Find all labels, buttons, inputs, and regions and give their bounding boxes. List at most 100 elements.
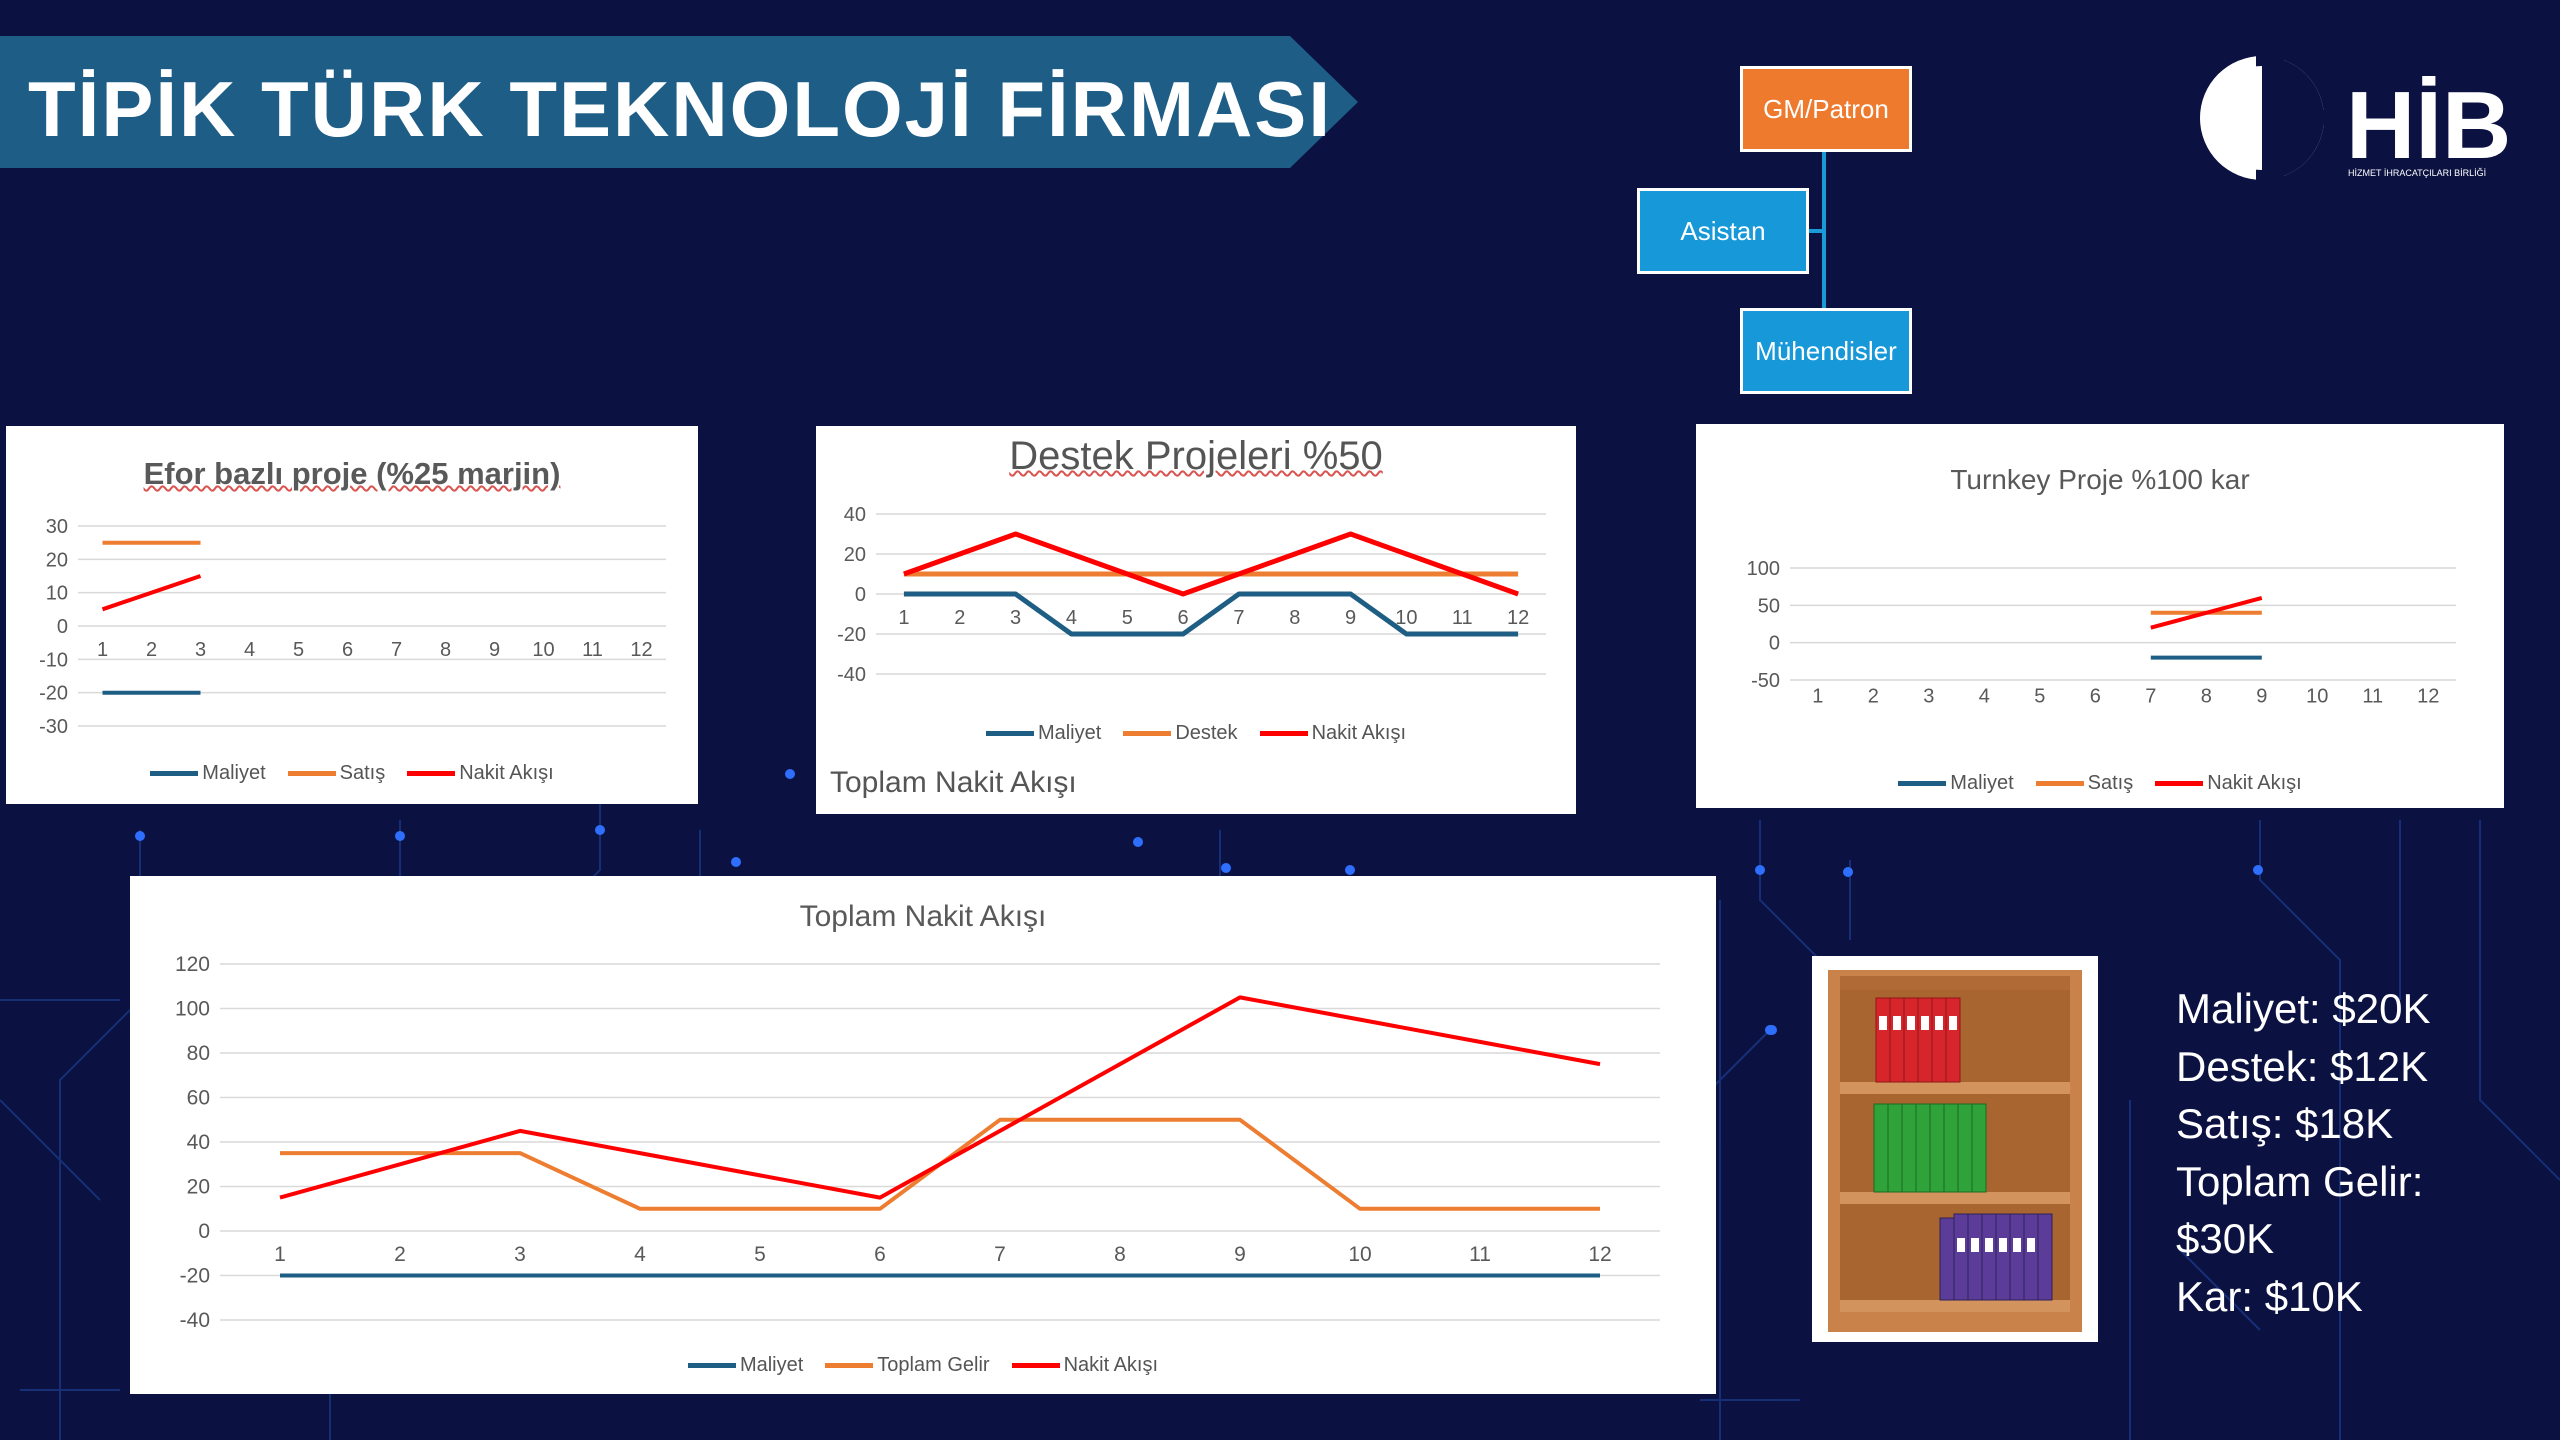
legend-label: Maliyet [1950, 772, 2014, 794]
y-tick-label: -20 [180, 1265, 210, 1288]
y-tick-label: 50 [1758, 595, 1780, 617]
x-tick-label: 6 [1178, 607, 1189, 629]
legend-item: Maliyet [687, 1354, 804, 1377]
legend-label: Maliyet [1037, 722, 1102, 744]
bookshelf-with-binders-icon [1828, 970, 2082, 1332]
banner-arrow-shape [0, 36, 1358, 168]
chart-title-total: Toplam Nakit Akışı [799, 900, 1047, 933]
x-tick-label: 8 [440, 639, 451, 661]
chart-title-turnkey: Turnkey Proje %100 kar [1950, 464, 2250, 495]
y-tick-label: 40 [844, 504, 866, 526]
x-tick-label: 5 [1122, 607, 1133, 629]
org-connector-vertical [1822, 152, 1826, 308]
chart-panel-support: 40 20 0 -20 -40 1 2 3 4 5 6 7 8 9 10 11 12 Destek Projel… [816, 426, 1576, 814]
cost-summary: Maliyet: $20K Destek: $12K Satış: $18K T… [2176, 980, 2430, 1325]
x-tick-label: 9 [2256, 686, 2267, 708]
y-tick-label: -30 [39, 716, 68, 738]
legend-item: Maliyet [150, 762, 266, 785]
legend-swatch [2155, 781, 2204, 786]
legend-item: Nakit Akışı [2155, 772, 2302, 795]
x-tick-label: 6 [342, 639, 353, 661]
y-tick-label: 20 [46, 549, 68, 571]
legend-label: Maliyet [202, 762, 266, 784]
legend-label: Maliyet [739, 1354, 804, 1376]
chart-legend-total: Maliyet Toplam Gelir Nakit Akışı [130, 1354, 1716, 1377]
x-tick-label: 3 [1010, 607, 1021, 629]
y-tick-label: 40 [187, 1131, 210, 1154]
org-connector-assistant [1809, 229, 1824, 233]
legend-swatch [287, 771, 336, 776]
legend-label: Toplam Gelir [877, 1354, 990, 1376]
chart-caption-support: Toplam Nakit Akışı [830, 766, 1077, 799]
legend-item: Nakit Akışı [407, 762, 554, 785]
org-node-engineers: Mühendisler [1740, 308, 1912, 394]
chart-legend-effort: Maliyet Satış Nakit Akışı [6, 762, 698, 785]
legend-label: Nakit Akışı [2207, 772, 2302, 794]
x-tick-label: 3 [1923, 686, 1934, 708]
x-tick-label: 7 [994, 1243, 1006, 1266]
x-tick-label: 12 [630, 639, 652, 661]
legend-label: Nakit Akışı [1063, 1354, 1159, 1376]
y-tick-label: 100 [1747, 558, 1780, 580]
x-tick-label: 11 [582, 639, 603, 661]
x-tick-label: 11 [1469, 1243, 1491, 1266]
x-tick-label: 4 [1066, 607, 1077, 629]
x-tick-label: 1 [97, 639, 108, 661]
x-tick-label: 8 [1114, 1243, 1126, 1266]
slide-title: TİPİK TÜRK TEKNOLOJİ FİRMASI [28, 65, 1332, 153]
legend-swatch [1123, 731, 1172, 736]
legend-item: Nakit Akışı [1011, 1354, 1159, 1377]
x-tick-label: 3 [514, 1243, 526, 1266]
org-node-gm: GM/Patron [1740, 66, 1912, 152]
series-line-nakit-akışı [903, 531, 1519, 597]
y-tick-label: -20 [39, 683, 68, 705]
x-tick-label: 8 [1289, 607, 1300, 629]
legend-item: Satış [287, 762, 386, 785]
x-tick-label: 8 [2201, 686, 2212, 708]
x-tick-label: 9 [1234, 1243, 1246, 1266]
chart-panel-turnkey: 100 50 0 -50 1 2 3 4 5 6 7 8 9 10 11 12 Turnkey Proje %… [1696, 424, 2504, 808]
y-tick-label: 60 [187, 1087, 210, 1110]
legend-label: Nakit Akışı [459, 762, 554, 784]
legend-swatch [150, 771, 199, 776]
legend-item: Nakit Akışı [1259, 722, 1407, 745]
svg-text:HİB: HİB [2346, 72, 2511, 179]
cost-summary-line: Maliyet: $20K [2176, 985, 2431, 1032]
y-tick-label: 0 [855, 584, 866, 606]
x-tick-label: 12 [1507, 607, 1529, 629]
legend-label: Nakit Akışı [1311, 722, 1407, 744]
series-line-nakit-akışı [2150, 595, 2263, 630]
cost-summary-line: Destek: $12K [2176, 1042, 2429, 1090]
legend-swatch [687, 1363, 736, 1368]
legend-item: Maliyet [1898, 772, 2014, 795]
x-tick-label: 11 [1452, 607, 1473, 629]
legend-item: Destek [1123, 722, 1238, 745]
series-line-maliyet [903, 591, 1519, 637]
series-line-nakit-akışı [279, 995, 1601, 1200]
x-tick-label: 10 [1348, 1243, 1371, 1266]
legend-label: Satış [2087, 772, 2134, 794]
y-tick-label: 30 [46, 516, 68, 538]
x-tick-label: 1 [1812, 686, 1823, 708]
legend-swatch [1898, 781, 1947, 786]
y-tick-label: 10 [46, 583, 68, 605]
x-tick-label: 2 [146, 639, 157, 661]
x-tick-label: 2 [954, 607, 965, 629]
x-tick-label: 5 [2034, 686, 2045, 708]
legend-swatch [1259, 731, 1308, 736]
hib-logo: HİB HİZMET İHRACATÇILARI BİRLİĞİ [2196, 48, 2516, 188]
y-tick-label: 20 [844, 544, 866, 566]
legend-swatch [825, 1363, 874, 1368]
y-tick-label: -50 [1751, 670, 1780, 692]
chart-legend-support: Maliyet Destek Nakit Akışı [816, 722, 1576, 745]
cost-summary-line: $30K [2176, 1215, 2275, 1262]
y-tick-label: 0 [1769, 633, 1780, 655]
legend-swatch [985, 731, 1034, 736]
x-tick-label: 10 [532, 639, 554, 661]
legend-label: Satış [339, 762, 386, 784]
cost-summary-line: Satış: $18K [2176, 1100, 2394, 1147]
x-tick-label: 4 [244, 639, 255, 661]
